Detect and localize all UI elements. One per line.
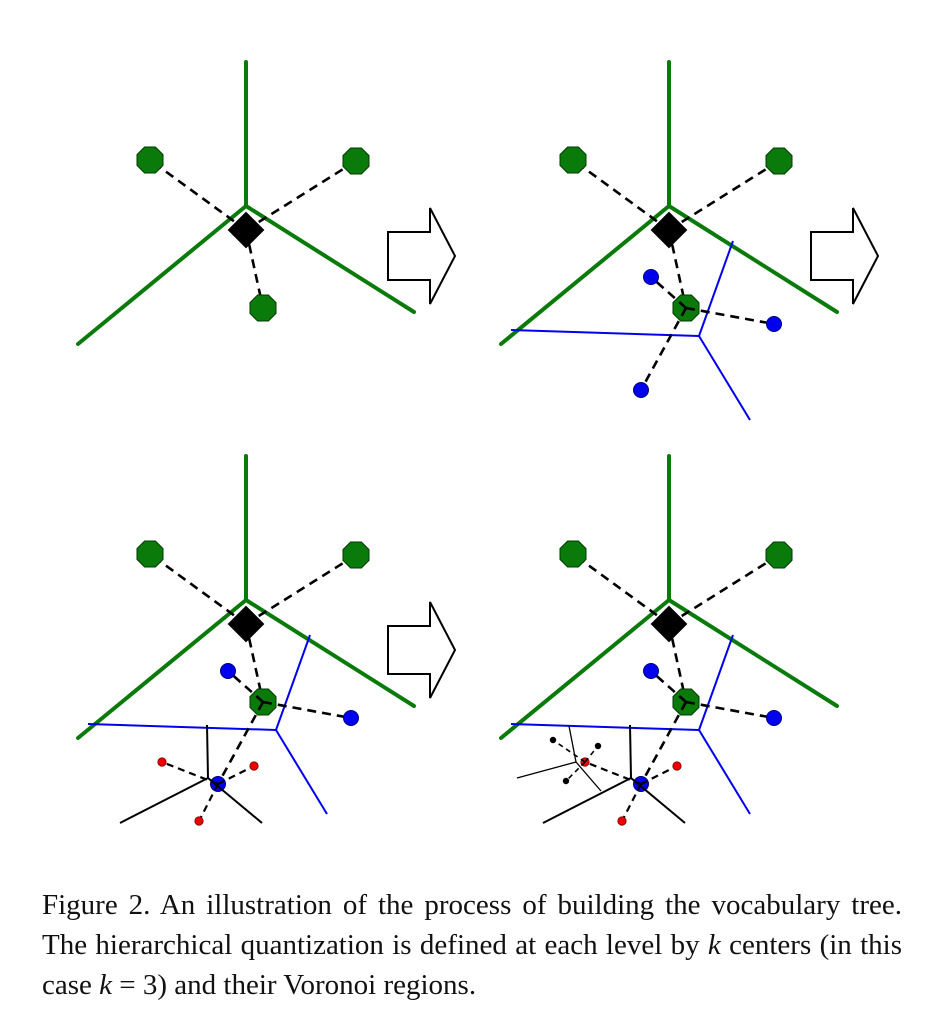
- caption-label: Figure 2.: [42, 889, 151, 921]
- caption-k-2: k: [99, 969, 113, 1001]
- caption-equation: = 3: [119, 969, 158, 1001]
- caption-text-2: centers (in this case: [42, 929, 903, 1001]
- caption-text-1: An illustration of the process of buildi…: [42, 889, 902, 961]
- figure-caption: Figure 2. An illustration of the process…: [42, 885, 902, 1005]
- panel-4: [499, 454, 839, 827]
- arrow-1: [387, 207, 456, 305]
- arrow-2: [810, 207, 879, 305]
- caption-k-1: k: [707, 929, 721, 961]
- caption-text-3: ) and their Voronoi regions.: [157, 969, 477, 1001]
- vocabulary-tree-figure: [76, 60, 879, 827]
- panel-1: [76, 60, 416, 346]
- panel-2: [499, 60, 839, 422]
- panel-3: [76, 454, 416, 827]
- arrow-3: [387, 601, 456, 699]
